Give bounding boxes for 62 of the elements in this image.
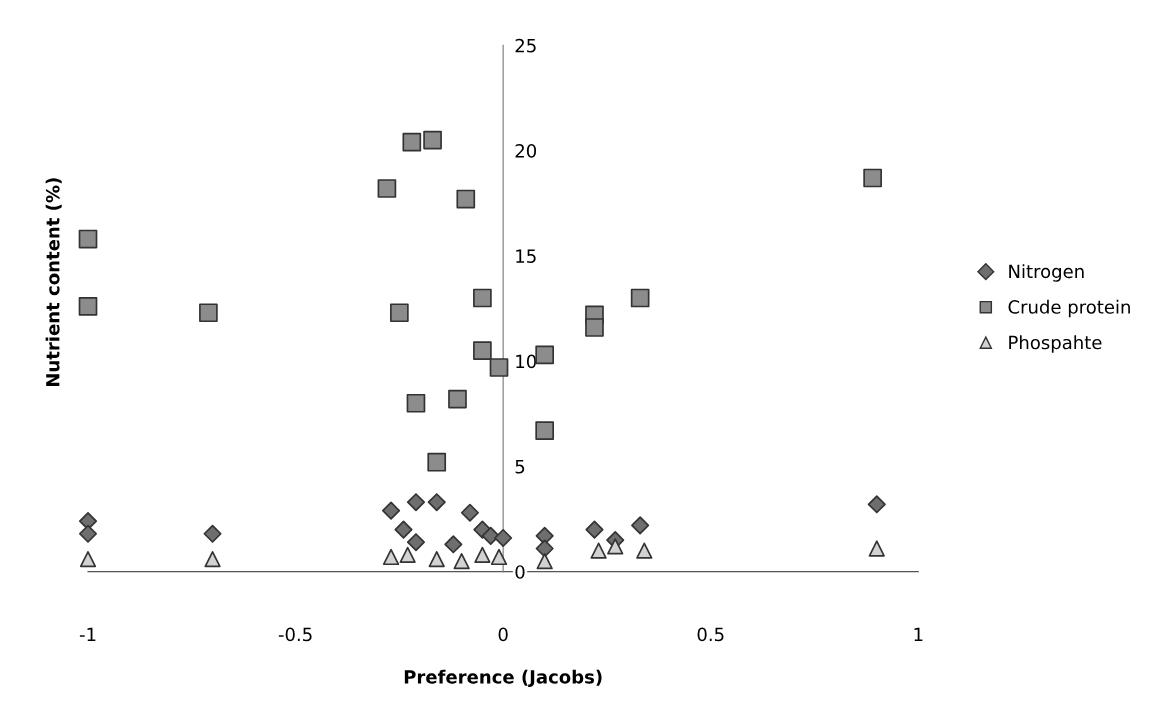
point [630, 288, 650, 308]
point [402, 132, 422, 152]
point [203, 524, 222, 543]
point [377, 179, 397, 198]
point [78, 229, 98, 249]
legend-label: Nitrogen [1009, 264, 1084, 282]
point [78, 297, 98, 316]
point [428, 550, 445, 568]
point [423, 130, 442, 150]
point [406, 393, 426, 413]
x-tick-label: -1 [79, 627, 96, 641]
point [406, 533, 426, 552]
point [863, 168, 882, 188]
y-tick-label: 5 [515, 460, 525, 474]
point [590, 542, 607, 559]
point [394, 520, 413, 539]
point [585, 318, 604, 337]
point [204, 550, 221, 568]
point [631, 516, 650, 535]
y-tick-label: 20 [515, 144, 537, 158]
point [474, 546, 491, 563]
point [636, 542, 653, 559]
point [473, 341, 492, 360]
y-tick-label: 10 [516, 354, 537, 369]
x-axis-title: Preference (Jacobs) [404, 669, 602, 688]
point [535, 539, 554, 558]
y-tick-label: 15 [516, 249, 536, 263]
point [490, 548, 508, 566]
point [406, 493, 426, 512]
point [78, 524, 98, 543]
point [585, 520, 604, 539]
point [535, 345, 555, 365]
point [607, 538, 624, 555]
legend-label: Crude protein [1008, 299, 1130, 318]
point [79, 550, 97, 568]
point [535, 421, 555, 440]
point [460, 503, 479, 522]
y-tick-label: 25 [515, 38, 536, 53]
y-tick-label: 0 [515, 565, 525, 579]
point [382, 548, 400, 566]
point [427, 452, 447, 472]
point [456, 189, 476, 209]
point [199, 303, 218, 323]
point [536, 553, 553, 570]
x-tick-label: 0 [498, 627, 508, 642]
point [867, 495, 886, 514]
point [453, 553, 470, 570]
point [390, 303, 409, 323]
point [473, 288, 492, 308]
point [399, 546, 416, 563]
point [448, 389, 467, 409]
x-tick-label: -0.5 [278, 627, 312, 642]
point [868, 540, 885, 557]
point [427, 493, 446, 512]
legend-label: Phospahte [1009, 335, 1102, 353]
point [382, 501, 401, 520]
x-tick-label: 1 [914, 627, 923, 641]
point [489, 358, 509, 377]
y-axis-title: Nutrient content (%) [45, 178, 62, 386]
x-tick-label: 0.5 [697, 627, 724, 642]
point [494, 528, 513, 548]
point [444, 535, 463, 554]
